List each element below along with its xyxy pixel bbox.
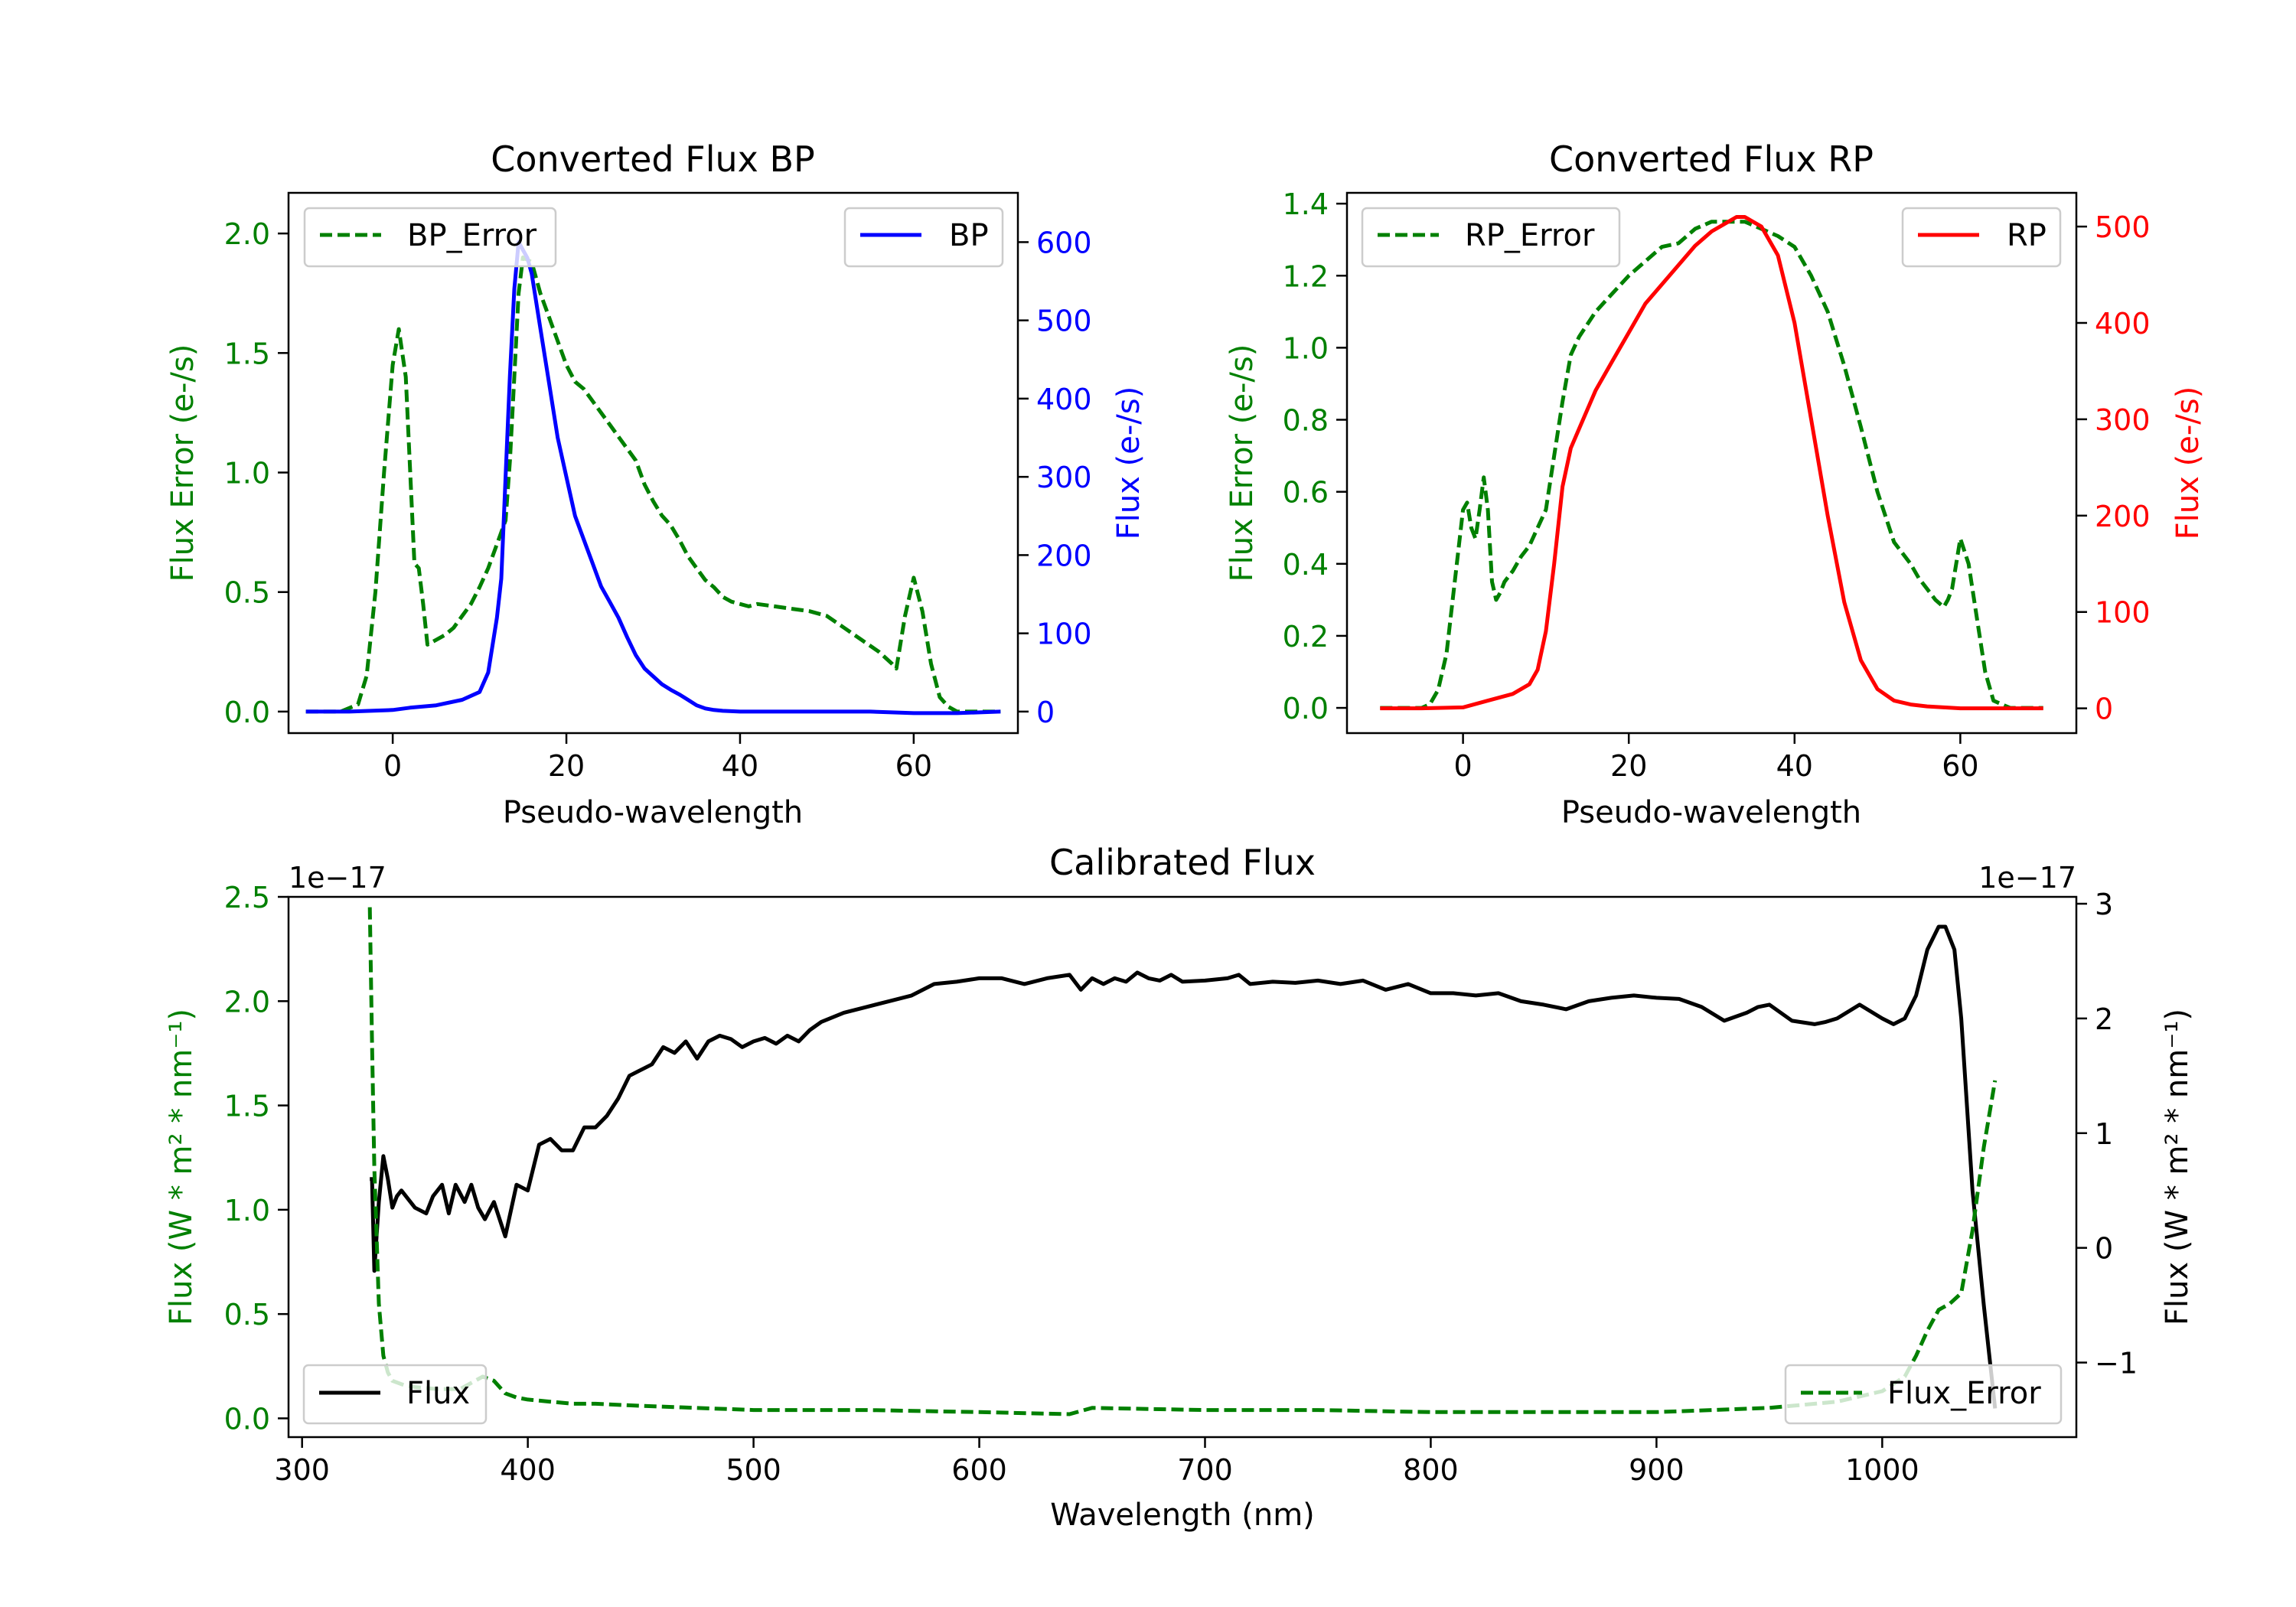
- bp-legend-error: BP_Error: [303, 207, 557, 268]
- rp-legend-error: RP_Error: [1361, 207, 1621, 268]
- rp-legend-flux: RP: [1901, 207, 2062, 268]
- rp-title: Converted Flux RP: [1549, 139, 1874, 180]
- calibrated-x-tick-label: 1000: [1845, 1453, 1919, 1487]
- calibrated-panel: Calibrated Flux 1e−17 1e−17 300 400 500 600…: [164, 842, 2195, 1533]
- bp-right-y-label: Flux (e-/s): [1111, 386, 1146, 539]
- rp-left-tick-label: 0.2: [1283, 620, 1329, 654]
- rp-left-tick-label: 0.6: [1283, 476, 1329, 510]
- calibrated-legend-flux-label: Flux: [406, 1376, 470, 1411]
- calibrated-left-tick-label: 1.5: [224, 1090, 270, 1123]
- rp-right-tick-label: 100: [2095, 596, 2151, 630]
- calibrated-x-tick-label: 600: [951, 1453, 1007, 1487]
- bp-x-tick-label: 40: [722, 749, 758, 783]
- rp-left-tick-label: 0.0: [1283, 692, 1329, 725]
- bp-x-tick-label: 0: [383, 749, 402, 783]
- bp-x-tick-label: 20: [548, 749, 585, 783]
- rp-left-y-label: Flux Error (e-/s): [1225, 344, 1260, 582]
- rp-left-tick-label: 0.8: [1283, 404, 1329, 438]
- bp-legend-error-label: BP_Error: [407, 218, 537, 253]
- calibrated-right-tick-label: 3: [2095, 888, 2113, 921]
- bp-right-tick-label: 100: [1036, 618, 1092, 651]
- bp-title: Converted Flux BP: [491, 139, 815, 180]
- calibrated-left-y-label: Flux (W * m² * nm⁻¹): [164, 1009, 199, 1325]
- calibrated-left-offset: 1e−17: [289, 861, 386, 895]
- calibrated-x-tick-label: 400: [500, 1453, 556, 1487]
- bp-left-tick-label: 0.5: [224, 576, 270, 610]
- bp-right-tick-label: 0: [1036, 696, 1055, 729]
- calibrated-x-tick-label: 700: [1177, 1453, 1233, 1487]
- rp-legend-error-label: RP_Error: [1465, 218, 1595, 253]
- rp-plot-frame: [1345, 191, 2078, 735]
- rp-legend-flux-label: RP: [2007, 218, 2047, 253]
- rp-right-tick-label: 0: [2095, 693, 2113, 726]
- rp-series-rp: [1380, 215, 2043, 711]
- calibrated-title: Calibrated Flux: [1049, 842, 1316, 883]
- calibrated-legend-error-label: Flux_Error: [1887, 1376, 2041, 1411]
- rp-right-tick-label: 400: [2095, 307, 2151, 341]
- rp-left-tick-label: 0.4: [1283, 548, 1329, 582]
- bp-x-tick-label: 60: [895, 749, 932, 783]
- bp-series-bp: [305, 240, 1001, 715]
- calibrated-x-tick-label: 500: [726, 1453, 781, 1487]
- rp-x-tick-label: 20: [1610, 749, 1647, 783]
- calibrated-x-tick-label: 900: [1629, 1453, 1684, 1487]
- bp-panel: Converted Flux BP 0 20 40 60 0.0 0.5 1.0 1.5 2.…: [165, 139, 1146, 830]
- rp-series-rp-error: [1380, 220, 2043, 710]
- rp-left-tick-label: 1.4: [1283, 187, 1329, 221]
- rp-x-tick-label: 60: [1942, 749, 1978, 783]
- calibrated-right-y-label: Flux (W * m² * nm⁻¹): [2160, 1009, 2195, 1325]
- calibrated-right-tick-label: 0: [2095, 1232, 2113, 1266]
- bp-legend-flux: BP: [843, 207, 1004, 268]
- calibrated-legend-flux: Flux: [302, 1364, 488, 1425]
- bp-left-tick-label: 1.0: [224, 456, 270, 490]
- rp-right-tick-label: 300: [2095, 403, 2151, 437]
- rp-x-tick-label: 40: [1776, 749, 1813, 783]
- calibrated-x-label: Wavelength (nm): [1050, 1498, 1315, 1533]
- rp-x-label: Pseudo-wavelength: [1561, 795, 1861, 830]
- bp-left-tick-label: 0.0: [224, 696, 270, 729]
- calibrated-right-offset: 1e−17: [1978, 861, 2076, 895]
- bp-legend-flux-label: BP: [949, 218, 989, 253]
- bp-right-tick-label: 200: [1036, 539, 1092, 572]
- calibrated-right-tick-label: −1: [2095, 1347, 2138, 1380]
- calibrated-series-flux: [370, 924, 1998, 1409]
- rp-right-tick-label: 500: [2095, 210, 2151, 244]
- rp-right-y-label: Flux (e-/s): [2170, 386, 2206, 539]
- bp-left-tick-label: 2.0: [224, 217, 270, 251]
- bp-series-bp-error: [305, 255, 1001, 714]
- calibrated-x-tick-label: 300: [274, 1453, 330, 1487]
- bp-right-tick-label: 500: [1036, 305, 1092, 338]
- calibrated-left-tick-label: 0.5: [224, 1298, 270, 1332]
- bp-x-label: Pseudo-wavelength: [503, 795, 803, 830]
- calibrated-left-tick-label: 0.0: [224, 1402, 270, 1436]
- calibrated-right-tick-label: 1: [2095, 1117, 2113, 1151]
- calibrated-left-tick-label: 1.0: [224, 1194, 270, 1227]
- calibrated-x-tick-label: 800: [1403, 1453, 1459, 1487]
- calibrated-legend-error: Flux_Error: [1784, 1364, 2063, 1425]
- rp-right-tick-label: 200: [2095, 500, 2151, 533]
- bp-right-tick-label: 400: [1036, 383, 1092, 416]
- calibrated-left-tick-label: 2.0: [224, 985, 270, 1019]
- rp-panel: Converted Flux RP 0 20 40 60 0.0 0.2 0.4 0.6 0.…: [1225, 139, 2206, 830]
- calibrated-plot-frame: [287, 895, 2078, 1439]
- bp-right-tick-label: 300: [1036, 461, 1092, 494]
- calibrated-left-tick-label: 2.5: [224, 881, 270, 914]
- calibrated-right-tick-label: 2: [2095, 1002, 2113, 1036]
- bp-right-tick-label: 600: [1036, 226, 1092, 259]
- rp-x-tick-label: 0: [1454, 749, 1473, 783]
- bp-left-tick-label: 1.5: [224, 337, 270, 370]
- bp-left-y-label: Flux Error (e-/s): [165, 344, 201, 582]
- rp-left-tick-label: 1.2: [1283, 259, 1329, 293]
- bp-plot-frame: [287, 191, 1019, 735]
- rp-left-tick-label: 1.0: [1283, 331, 1329, 365]
